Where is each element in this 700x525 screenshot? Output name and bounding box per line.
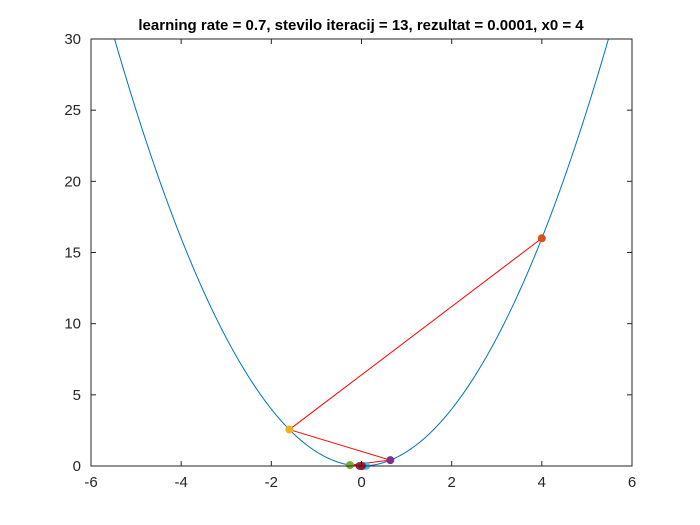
iteration-point (537, 234, 546, 243)
path-segment (289, 237, 543, 430)
x-tick-label: 2 (447, 474, 455, 491)
plot-area (91, 39, 632, 466)
x-tick-label: 6 (628, 474, 636, 491)
y-tick-label: 30 (64, 31, 81, 48)
y-tick-label: 5 (73, 387, 81, 404)
y-tick-label: 10 (64, 316, 81, 333)
y-tick-label: 0 (73, 458, 81, 475)
x-tick-label: -4 (174, 474, 187, 491)
x-tick-label: 4 (538, 474, 546, 491)
x-tick-label: 0 (357, 474, 365, 491)
y-tick-label: 15 (64, 245, 81, 262)
x-tick-label: -2 (265, 474, 278, 491)
y-tick-label: 25 (64, 102, 81, 119)
x-tick-label: -6 (84, 474, 97, 491)
iteration-point (386, 456, 395, 465)
chart-title: learning rate = 0.7, stevilo iteracij = … (138, 17, 584, 34)
iteration-point (345, 461, 354, 470)
axes: -6 -4 -2 0 2 4 6 0 5 10 15 20 25 30 (64, 31, 636, 491)
iteration-point (285, 425, 294, 434)
y-tick-label: 20 (64, 173, 81, 190)
path-segment (289, 429, 391, 461)
